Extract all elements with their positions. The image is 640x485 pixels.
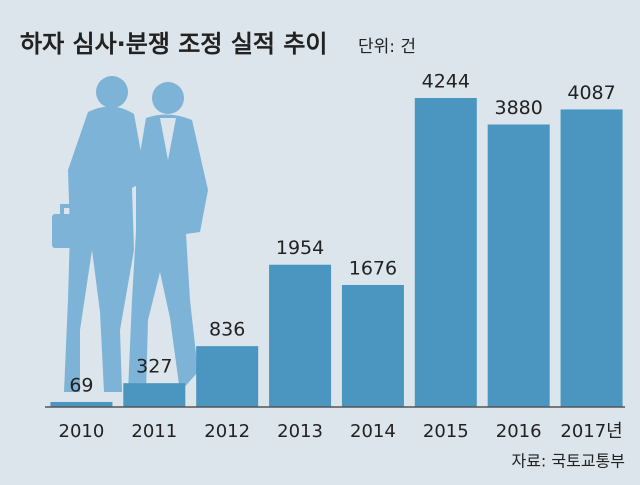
- x-tick-label: 2017년: [560, 421, 622, 442]
- value-label: 1676: [349, 257, 397, 279]
- illustration: [52, 76, 208, 392]
- briefcase-handle: [60, 204, 86, 214]
- chart-title: 하자 심사·분쟁 조정 실적 추이: [20, 30, 328, 58]
- x-tick-label: 2010: [59, 421, 105, 442]
- value-label: 69: [69, 374, 93, 396]
- figure-head: [96, 76, 128, 108]
- figure-body: [64, 106, 146, 392]
- bar: [487, 124, 550, 408]
- figure-head: [152, 82, 184, 114]
- value-label: 4244: [422, 71, 470, 93]
- source: 자료: 국토교통부: [511, 452, 625, 471]
- bar: [123, 383, 186, 407]
- x-tick-label: 2016: [496, 421, 542, 442]
- value-label: 3880: [495, 97, 543, 119]
- value-label: 836: [209, 319, 245, 341]
- bar: [196, 346, 259, 407]
- value-label: 4087: [567, 82, 615, 104]
- bar: [560, 109, 623, 407]
- bar: [341, 284, 404, 407]
- x-tick-label: 2014: [350, 421, 396, 442]
- x-tick-label: 2012: [204, 421, 250, 442]
- x-tick-label: 2015: [423, 421, 469, 442]
- figure-body: [128, 114, 208, 392]
- shirt: [160, 118, 176, 160]
- chart-subtitle: 단위: 건: [358, 37, 416, 57]
- bar: [414, 98, 477, 407]
- briefcase: [52, 214, 94, 248]
- x-tick-label: 2013: [277, 421, 323, 442]
- x-tick-label: 2011: [131, 421, 177, 442]
- bar: [269, 264, 332, 407]
- bar: [50, 401, 113, 407]
- value-label: 327: [136, 356, 172, 378]
- value-label: 1954: [276, 237, 324, 259]
